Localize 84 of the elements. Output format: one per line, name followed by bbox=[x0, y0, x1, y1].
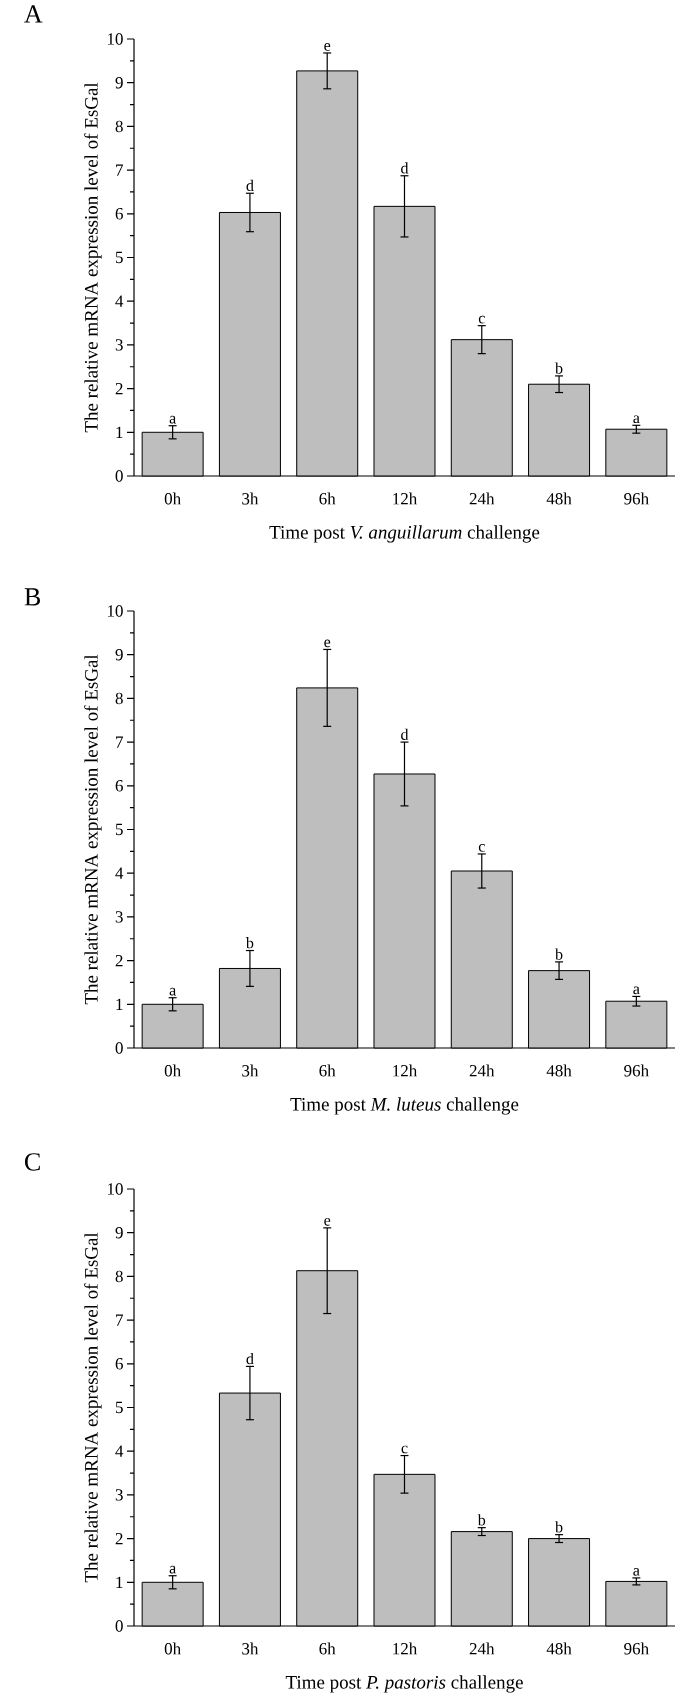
y-tick-label: 2 bbox=[115, 954, 123, 967]
annotation: e bbox=[324, 639, 331, 648]
chart-title: B bbox=[24, 588, 40, 606]
x-tick-label: 96h bbox=[624, 492, 649, 505]
x-tick-label: 48h bbox=[546, 1642, 572, 1655]
y-tick-label: 9 bbox=[115, 648, 123, 661]
x-tick-label: 96h bbox=[624, 1064, 649, 1077]
x-tick-label: 0h bbox=[164, 492, 181, 505]
y-tick-label: 5 bbox=[115, 823, 123, 836]
y-tick-label: 6 bbox=[115, 208, 123, 220]
annotation: d bbox=[401, 728, 409, 740]
annotation: b bbox=[477, 1514, 486, 1526]
annotation: b bbox=[555, 362, 563, 374]
x-axis-title: Time post M. luteus challenge bbox=[290, 1097, 519, 1115]
x-tick-label: 0h bbox=[164, 1064, 181, 1077]
annotation: a bbox=[633, 1568, 640, 1576]
annotation: b bbox=[555, 1521, 563, 1533]
y-tick-label: 7 bbox=[116, 1314, 123, 1326]
y-axis-title: The relative mRNA expression level of EsGal bbox=[84, 1232, 102, 1583]
annotation: b bbox=[555, 948, 563, 960]
annotation: c bbox=[478, 844, 485, 852]
x-tick-label: 12h bbox=[393, 492, 418, 505]
y-tick-label: 7 bbox=[116, 736, 123, 748]
x-tick-label: 48h bbox=[546, 492, 572, 505]
y-tick-label: 3 bbox=[115, 339, 123, 351]
y-tick-label: 9 bbox=[115, 76, 123, 89]
y-tick-label: 8 bbox=[115, 1270, 123, 1283]
x-tick-label: 24h bbox=[469, 1642, 495, 1655]
annotation: d bbox=[246, 1352, 254, 1365]
annotation: a bbox=[169, 987, 176, 996]
x-tick-label: 24h bbox=[469, 1064, 495, 1077]
y-tick-label: 1 bbox=[116, 1576, 123, 1588]
annotation: b bbox=[245, 937, 254, 949]
x-tick-label: 3h bbox=[242, 1642, 259, 1655]
x-tick-label: 12h bbox=[393, 1642, 418, 1655]
chart-title: C bbox=[24, 1153, 40, 1171]
annotation: e bbox=[324, 1217, 331, 1226]
x-tick-label: 3h bbox=[242, 1064, 259, 1077]
y-tick-label: 3 bbox=[115, 911, 123, 923]
y-tick-label: 4 bbox=[115, 1445, 124, 1457]
annotation: d bbox=[246, 179, 254, 192]
y-tick-label: 10 bbox=[107, 1183, 123, 1195]
annotation: e bbox=[324, 43, 331, 51]
y-tick-label: 10 bbox=[107, 33, 123, 45]
x-tick-label: 0h bbox=[164, 1642, 181, 1655]
y-tick-label: 1 bbox=[116, 426, 123, 438]
annotation: c bbox=[478, 315, 485, 324]
y-axis-title: The relative mRNA expression level of EsGal bbox=[84, 82, 102, 433]
annotation: d bbox=[401, 162, 409, 174]
y-tick-label: 6 bbox=[115, 780, 123, 792]
y-tick-label: 4 bbox=[115, 867, 124, 879]
x-tick-label: 48h bbox=[546, 1064, 572, 1077]
annotation: a bbox=[169, 415, 176, 424]
x-tick-label: 24h bbox=[469, 492, 495, 505]
x-axis-title: Time post P. pastoris challenge bbox=[285, 1675, 523, 1693]
x-axis-title: Time post V. anguillarum challenge bbox=[269, 525, 540, 543]
y-tick-label: 8 bbox=[115, 120, 123, 133]
x-tick-label: 12h bbox=[393, 1064, 418, 1077]
x-tick-label: 96h bbox=[624, 1642, 649, 1655]
x-tick-label: 3h bbox=[242, 492, 259, 505]
y-tick-label: 8 bbox=[115, 692, 123, 705]
y-tick-label: 9 bbox=[115, 1226, 123, 1239]
annotation: a bbox=[169, 1565, 176, 1574]
x-tick-label: 6h bbox=[319, 1642, 336, 1655]
y-tick-label: 4 bbox=[115, 295, 124, 307]
y-tick-label: 2 bbox=[115, 382, 123, 395]
y-tick-label: 1 bbox=[116, 998, 123, 1010]
x-tick-label: 6h bbox=[319, 492, 336, 505]
x-tick-label: 6h bbox=[319, 1064, 336, 1077]
y-tick-label: 10 bbox=[107, 605, 123, 617]
y-axis-title: The relative mRNA expression level of EsGal bbox=[84, 654, 102, 1005]
annotation: a bbox=[633, 415, 640, 424]
y-tick-label: 6 bbox=[115, 1358, 123, 1370]
y-tick-label: 0 bbox=[115, 1620, 123, 1632]
y-tick-label: 7 bbox=[116, 164, 123, 176]
y-tick-label: 5 bbox=[115, 1401, 123, 1414]
y-tick-label: 0 bbox=[115, 470, 123, 482]
y-tick-label: 3 bbox=[115, 1489, 123, 1501]
y-tick-label: 5 bbox=[115, 251, 123, 264]
y-tick-label: 0 bbox=[115, 1042, 123, 1054]
annotation: c bbox=[401, 1445, 408, 1454]
chart-title: A bbox=[24, 5, 43, 23]
y-tick-label: 2 bbox=[115, 1532, 123, 1545]
annotation: a bbox=[633, 986, 640, 995]
